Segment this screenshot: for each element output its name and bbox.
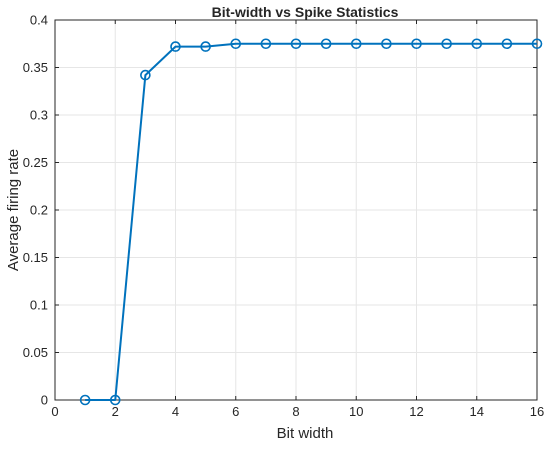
data-point-marker — [501, 38, 513, 50]
y-tick-label: 0.1 — [30, 298, 48, 313]
x-tick-label: 14 — [470, 404, 484, 419]
data-point-marker — [140, 69, 151, 81]
y-tick-label: 0.35 — [23, 60, 48, 75]
y-tick-label: 0.4 — [30, 13, 48, 28]
data-point-marker — [260, 38, 272, 50]
data-point-marker — [320, 38, 332, 50]
data-point-marker — [79, 394, 91, 406]
data-point-marker — [109, 394, 121, 406]
axes — [54, 19, 538, 401]
data-point-marker — [290, 38, 302, 50]
y-tick-label: 0.05 — [23, 345, 48, 360]
series — [79, 38, 543, 406]
data-point-marker — [441, 38, 452, 50]
x-tick-label: 6 — [232, 404, 239, 419]
x-tick-label: 2 — [112, 404, 119, 419]
data-point-marker — [531, 38, 543, 50]
data-point-marker — [170, 41, 181, 52]
data-point-marker — [411, 38, 422, 50]
y-tick-label: 0.3 — [30, 108, 48, 123]
x-axis-label: Bit width — [277, 425, 334, 442]
tick-labels: 0 2 4 6 8 10 12 14 16 0 0.05 0.1 0.15 0.2 0.25 0.3 0.35 0… — [23, 13, 545, 420]
x-tick-label: 0 — [51, 404, 58, 419]
x-tick-label: 10 — [349, 404, 363, 419]
y-axis-label: Average firing rate — [5, 149, 22, 271]
data-point-marker — [350, 38, 362, 50]
chart-title: Bit-width vs Spike Statistics — [212, 4, 399, 20]
series-line — [85, 42, 537, 401]
y-tick-label: 0.2 — [30, 203, 48, 218]
x-tick-label: 16 — [530, 404, 544, 419]
data-point-marker — [471, 38, 483, 50]
grid — [54, 19, 538, 401]
y-tick-label: 0 — [41, 393, 48, 408]
data-point-marker — [200, 41, 211, 52]
x-tick-label: 4 — [172, 404, 179, 419]
data-point-marker — [381, 38, 392, 50]
y-tick-label: 0.25 — [23, 155, 48, 170]
x-tick-label: 8 — [292, 404, 299, 419]
y-tick-label: 0.15 — [23, 250, 48, 265]
data-point-marker — [230, 38, 242, 50]
x-tick-label: 12 — [409, 404, 423, 419]
